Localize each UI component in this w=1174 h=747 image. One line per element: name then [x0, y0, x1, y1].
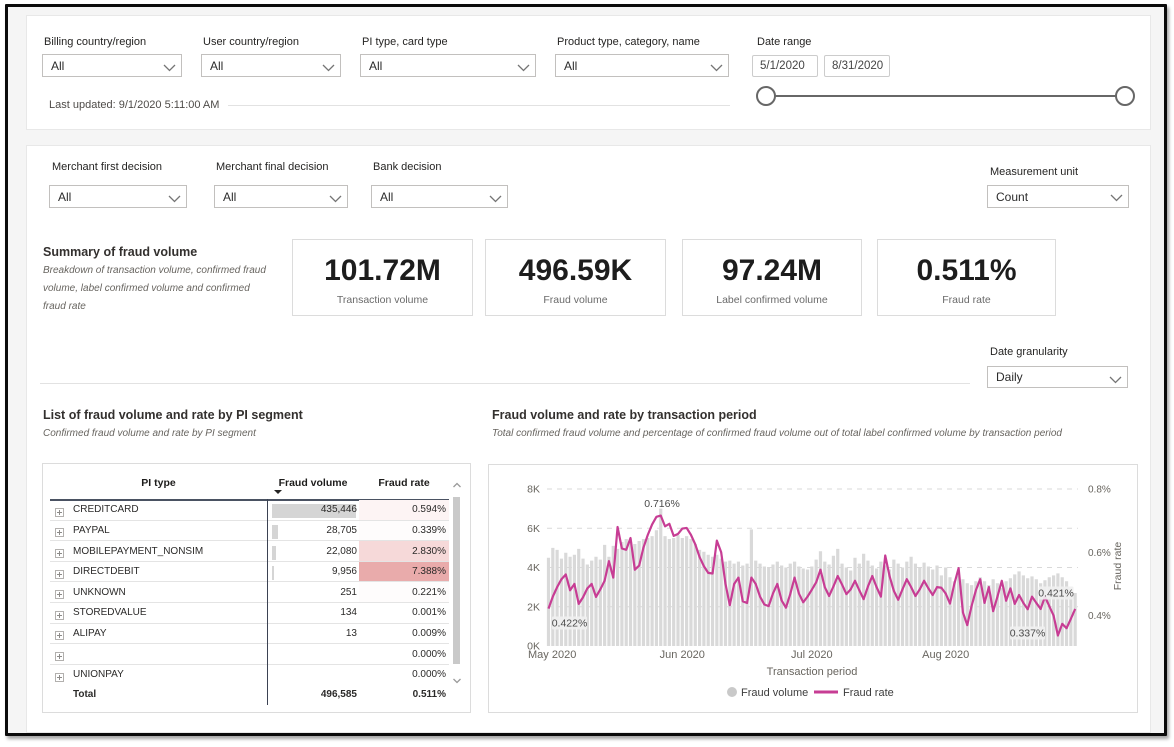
svg-text:Fraud volume: Fraud volume — [741, 687, 808, 699]
svg-text:Jul 2020: Jul 2020 — [791, 649, 833, 661]
svg-text:6K: 6K — [527, 523, 540, 535]
svg-text:Fraud rate: Fraud rate — [843, 687, 894, 699]
svg-text:0.337%: 0.337% — [1010, 628, 1046, 640]
svg-text:2K: 2K — [527, 601, 540, 613]
svg-text:Aug 2020: Aug 2020 — [922, 649, 969, 661]
svg-text:0.4%: 0.4% — [1088, 611, 1111, 622]
svg-text:Jun 2020: Jun 2020 — [660, 649, 705, 661]
svg-text:4K: 4K — [527, 562, 540, 574]
svg-text:0.716%: 0.716% — [644, 498, 680, 510]
svg-text:0.422%: 0.422% — [552, 618, 588, 630]
svg-text:0.8%: 0.8% — [1088, 485, 1111, 496]
svg-text:Transaction period: Transaction period — [767, 666, 858, 678]
svg-text:Fraud rate: Fraud rate — [1112, 542, 1124, 591]
svg-text:0.421%: 0.421% — [1038, 588, 1074, 600]
svg-text:8K: 8K — [527, 484, 540, 496]
svg-text:0K: 0K — [527, 641, 540, 653]
svg-text:0.6%: 0.6% — [1088, 548, 1111, 559]
svg-text:May 2020: May 2020 — [528, 649, 576, 661]
